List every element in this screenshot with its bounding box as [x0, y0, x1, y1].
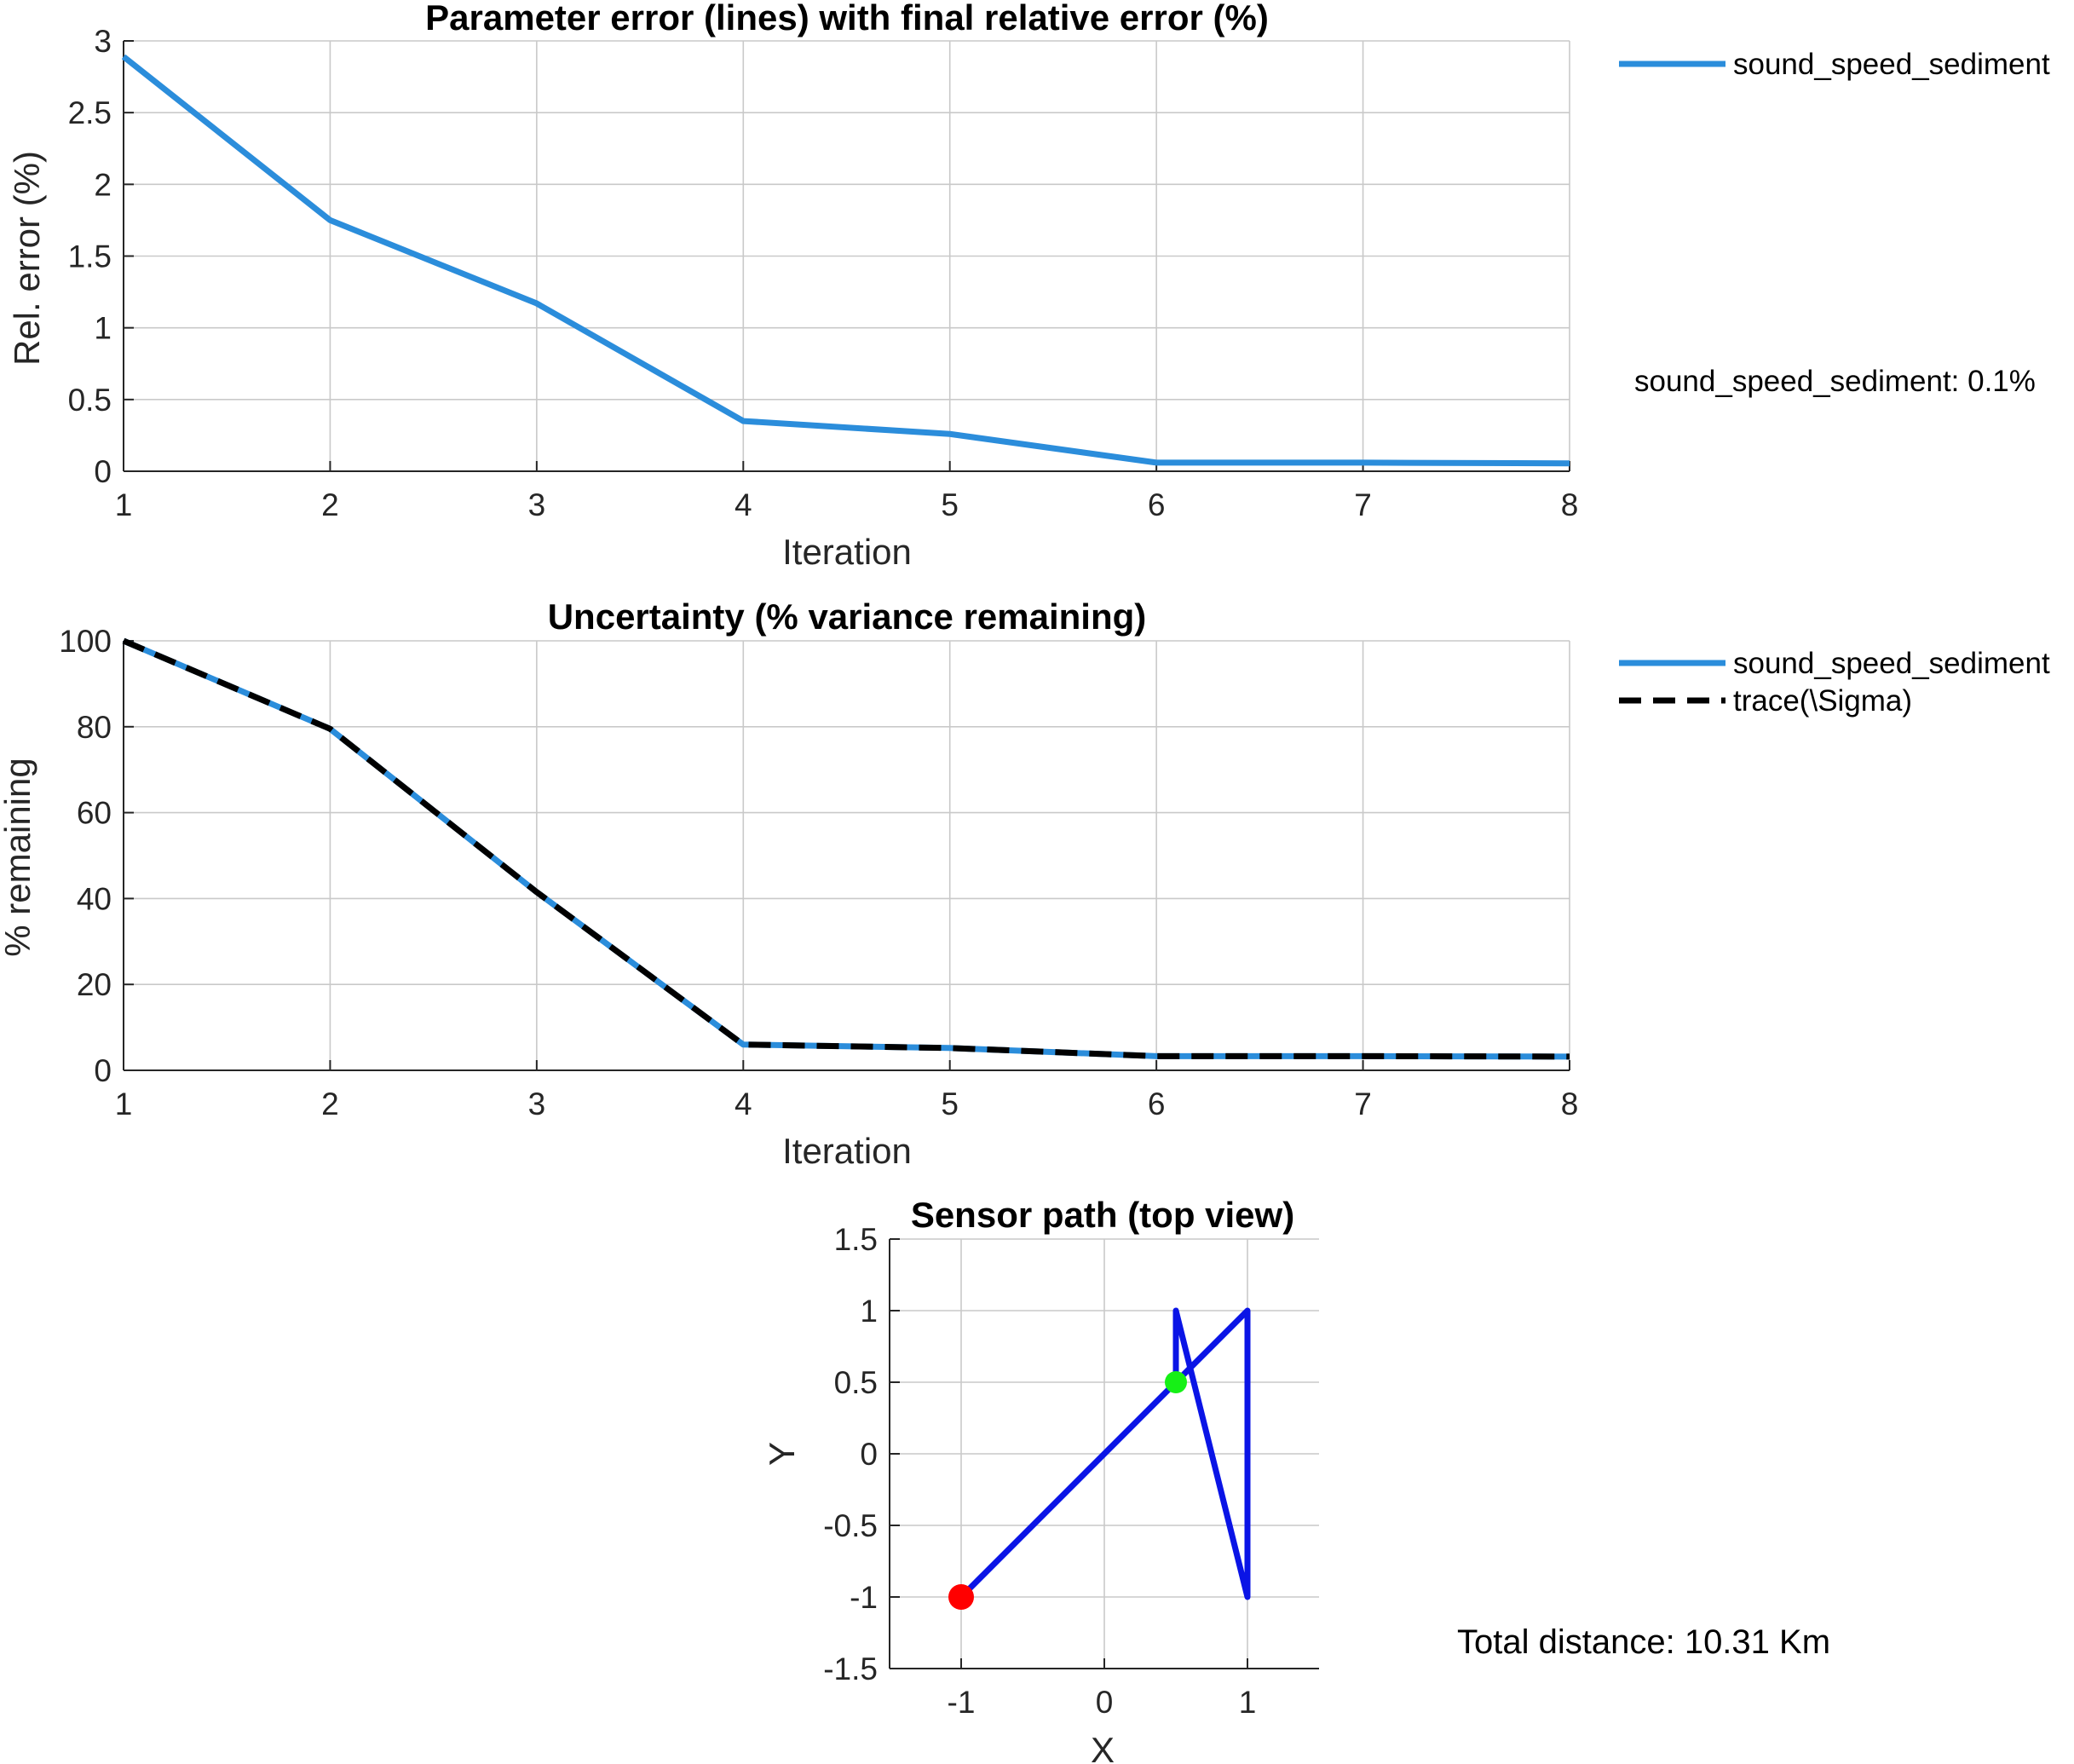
uncertainty-x-tick-label: 6 — [1148, 1087, 1166, 1121]
error-subplot: 1 2 3 4 5 6 7 8 0 0.5 1 1.5 2 2.5 3 Parameter error (l… — [7, 0, 2050, 572]
end-marker — [1165, 1371, 1187, 1393]
error-x-axis-label: Iteration — [782, 532, 912, 572]
error-y-tick-label: 3 — [94, 24, 112, 59]
error-y-tick-label: 2.5 — [68, 95, 112, 130]
path-y-tick-label: 1 — [860, 1294, 878, 1329]
error-legend: sound_speed_sediment — [1619, 48, 2050, 81]
error-x-tick-label: 7 — [1354, 487, 1372, 522]
final-error-annotation: sound_speed_sediment: 0.1% — [1634, 365, 2036, 398]
path-x-tick-label: -1 — [948, 1685, 976, 1720]
path-y-tick-label: -0.5 — [823, 1508, 878, 1543]
uncertainty-y-tick-label: 80 — [77, 710, 112, 745]
uncertainty-series-line — [122, 637, 1570, 1060]
path-y-tick-label: 1.5 — [834, 1222, 878, 1257]
error-y-tick-label: 1 — [94, 311, 112, 346]
uncertainty-y-tick-label: 100 — [59, 624, 112, 659]
start-marker — [948, 1584, 974, 1610]
path-y-tick-label: -1.5 — [823, 1652, 878, 1686]
uncertainty-y-tick-label: 40 — [77, 881, 112, 916]
path-ticks: -1 0 1 -1.5 -1 -0.5 0 0.5 1 1.5 — [823, 1222, 1319, 1720]
error-x-tick-label: 3 — [528, 487, 546, 522]
uncertainty-y-tick-label: 20 — [77, 967, 112, 1002]
uncertainty-x-tick-label: 1 — [115, 1087, 133, 1121]
uncertainty-x-tick-label: 8 — [1561, 1087, 1579, 1121]
uncertainty-legend-label-2: trace(\Sigma) — [1733, 684, 1912, 718]
error-series-line — [121, 54, 1570, 467]
error-x-tick-label: 2 — [321, 487, 339, 522]
uncertainty-y-tick-label: 60 — [77, 796, 112, 831]
error-x-tick-label: 1 — [115, 487, 133, 522]
uncertainty-x-tick-label: 3 — [528, 1087, 546, 1121]
uncertainty-x-axis-label: Iteration — [782, 1131, 912, 1171]
uncertainty-lines — [122, 637, 1570, 1060]
path-chart-title: Sensor path (top view) — [911, 1195, 1294, 1235]
path-x-tick-label: 0 — [1096, 1685, 1114, 1720]
path-x-axis-label: X — [1091, 1730, 1115, 1764]
error-x-tick-label: 6 — [1148, 487, 1166, 522]
error-ticks: 1 2 3 4 5 6 7 8 0 0.5 1 1.5 2 2.5 3 — [68, 24, 1579, 522]
error-y-axis-label: Rel. error (%) — [7, 151, 47, 366]
error-x-tick-label: 4 — [735, 487, 752, 522]
path-lines — [948, 1307, 1251, 1610]
error-lines — [121, 54, 1570, 467]
uncertainty-x-tick-label: 5 — [941, 1087, 959, 1121]
path-y-tick-label: 0 — [860, 1437, 878, 1472]
uncertainty-x-tick-label: 4 — [735, 1087, 752, 1121]
error-x-tick-label: 5 — [941, 487, 959, 522]
error-legend-label: sound_speed_sediment — [1733, 48, 2050, 81]
sensor-path-line — [959, 1307, 1251, 1600]
uncertainty-x-tick-label: 2 — [321, 1087, 339, 1121]
path-y-tick-label: -1 — [850, 1580, 878, 1615]
sensor-path-subplot: -1 0 1 -1.5 -1 -0.5 0 0.5 1 1.5 Sensor path (top … — [762, 1195, 1830, 1764]
total-distance-annotation: Total distance: 10.31 Km — [1457, 1623, 1830, 1661]
path-y-tick-label: 0.5 — [834, 1365, 878, 1400]
uncertainty-chart-title: Uncertainty (% variance remaining) — [548, 597, 1147, 637]
path-y-axis-label: Y — [762, 1442, 802, 1466]
uncertainty-legend: sound_speed_sediment trace(\Sigma) — [1619, 647, 2050, 718]
trace-sigma-line — [122, 637, 1570, 1060]
error-grid — [123, 40, 1570, 472]
uncertainty-x-tick-label: 7 — [1354, 1087, 1372, 1121]
error-y-tick-label: 1.5 — [68, 239, 112, 274]
error-y-tick-label: 2 — [94, 167, 112, 202]
uncertainty-legend-label-1: sound_speed_sediment — [1733, 647, 2050, 680]
uncertainty-grid — [123, 640, 1570, 1071]
uncertainty-y-axis-label: % remaining — [0, 758, 37, 956]
error-chart-title: Parameter error (lines) with final relat… — [425, 0, 1269, 37]
error-x-tick-label: 8 — [1561, 487, 1579, 522]
error-y-tick-label: 0 — [94, 454, 112, 489]
path-x-tick-label: 1 — [1239, 1685, 1257, 1720]
error-y-tick-label: 0.5 — [68, 383, 112, 418]
uncertainty-y-tick-label: 0 — [94, 1053, 112, 1088]
